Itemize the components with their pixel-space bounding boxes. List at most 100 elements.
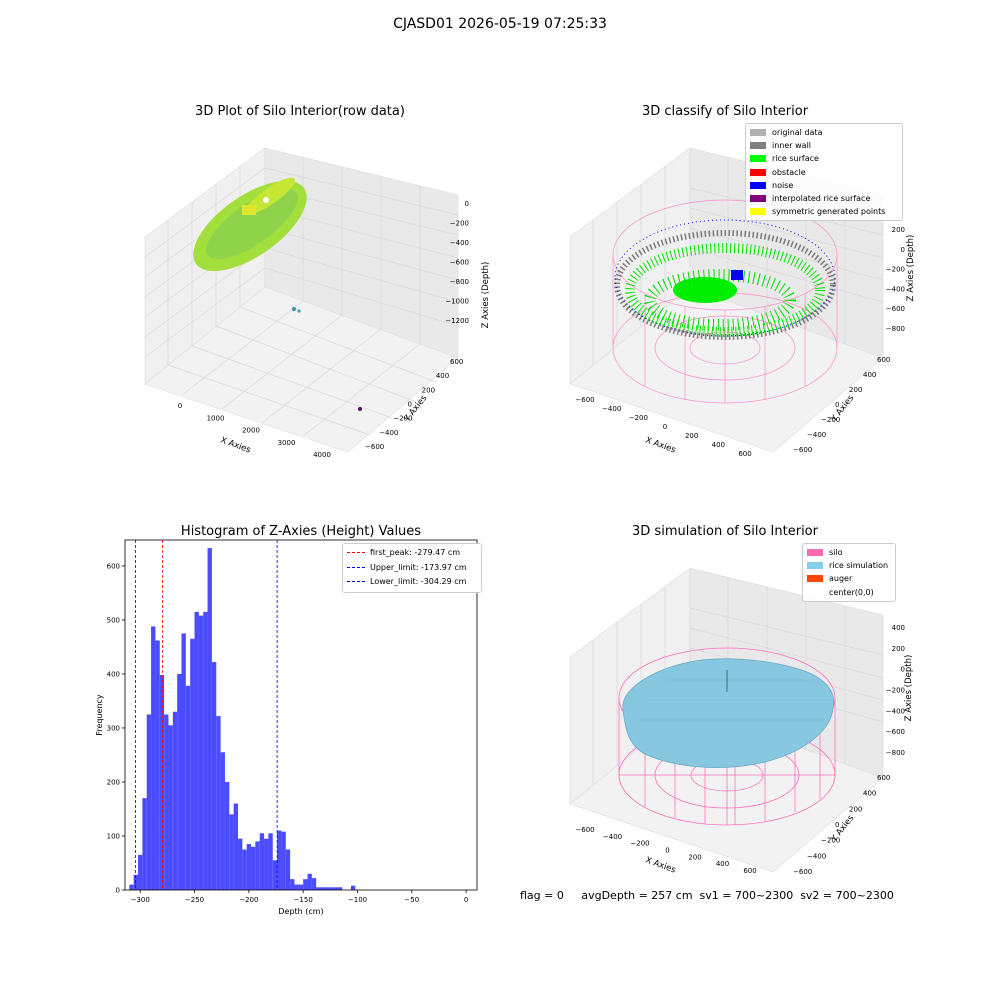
classify-z-tick: −400 — [886, 285, 905, 293]
classify-noise-ring — [614, 219, 836, 337]
classify-legend-label: noise — [772, 180, 794, 190]
histogram-legend-label: Lower_limit: -304.29 cm — [370, 577, 467, 586]
classify-noise-cluster — [731, 270, 743, 280]
raw-x-tick: 4000 — [313, 451, 331, 459]
raw-floor — [144, 286, 459, 453]
sim-y-tick: 200 — [849, 805, 862, 813]
panel-simulation-title: 3D simulation of Silo Interior — [632, 524, 818, 539]
classify-legend-item: noise — [750, 179, 898, 192]
sim-legend-item: auger — [807, 572, 891, 585]
sim-legend-item: center(0,0) — [807, 586, 891, 599]
classify-y-tick: 400 — [863, 371, 876, 379]
histogram-x-tick-label: −250 — [185, 896, 204, 904]
raw-yellow-cluster — [242, 205, 256, 215]
classify-legend-swatch — [750, 168, 766, 176]
histogram-bar — [164, 714, 169, 890]
histogram-svg: −300 −250 −200 −150 −100 −50 0 0 100 200 300 400 500… — [95, 539, 478, 916]
panel-histogram: Histogram of Z-Axies (Height) Values −30… — [90, 520, 490, 920]
histogram-legend-label: Upper_limit: -173.97 cm — [370, 562, 467, 572]
figure-suptitle: CJASD01 2026-05-19 07:25:33 — [393, 16, 607, 32]
sim-z-tick: −400 — [886, 707, 905, 715]
classify-legend-swatch — [750, 181, 766, 189]
histogram-x-tick-label: −50 — [404, 896, 419, 904]
sim-z-tick: −800 — [886, 749, 905, 757]
raw-purple-point — [358, 407, 362, 411]
histogram-bar — [272, 860, 278, 890]
classify-legend: original data inner wall rice surface obsta… — [745, 123, 903, 222]
classify-rice-fill — [644, 269, 796, 331]
sim-y-tick: 0 — [835, 821, 839, 829]
sim-x-tick: −400 — [603, 833, 622, 841]
classify-x-tick: −200 — [629, 414, 648, 422]
classify-legend-swatch — [750, 155, 766, 163]
histogram-bar — [350, 885, 356, 890]
histogram-bar — [329, 887, 334, 890]
histogram-bar — [142, 798, 147, 890]
histogram-bar — [290, 879, 295, 890]
raw-z-tick: −1000 — [445, 298, 469, 306]
panel-simulation: 3D simulation of Silo Interior — [545, 520, 925, 880]
histogram-bar — [203, 611, 208, 890]
raw-white-gap — [263, 197, 269, 203]
histogram-bar — [216, 716, 221, 890]
panel-classify: 3D classify of Silo Interior — [545, 100, 925, 480]
raw-z-tick: −1200 — [445, 317, 469, 325]
histogram-bar — [190, 638, 195, 890]
classify-legend-swatch — [750, 129, 766, 136]
classify-z-tick: −200 — [886, 266, 905, 274]
classify-y-tick: −200 — [821, 416, 840, 424]
raw-x-tick: 3000 — [278, 439, 296, 447]
sim-xlabel: X Axies — [644, 855, 677, 875]
histogram-bar — [151, 626, 156, 890]
raw-y-tick: −200 — [393, 415, 412, 423]
histogram-bar — [316, 887, 321, 890]
raw-teal-points-b — [297, 309, 301, 313]
histogram-bar — [251, 846, 256, 890]
histogram-bar — [303, 879, 308, 890]
sim-x-tick: 0 — [665, 847, 669, 855]
sim-y-tick: −200 — [821, 837, 840, 845]
sim-z-tick: −200 — [886, 687, 905, 695]
histogram-bar — [237, 838, 243, 890]
histogram-x-tick-label: 0 — [464, 896, 468, 904]
histogram-bar — [277, 830, 282, 890]
histogram-y-tick-label: 0 — [116, 887, 120, 895]
classify-legend-label: interpolated rice surface — [772, 194, 871, 204]
classify-xlabel: X Axies — [644, 435, 677, 455]
histogram-bar — [246, 844, 252, 890]
sim-z-tick: 0 — [901, 666, 905, 674]
raw-y-tick: 200 — [422, 386, 435, 394]
histogram-bar — [138, 854, 143, 890]
histogram-bar — [233, 803, 238, 890]
classify-x-tick: 400 — [712, 441, 725, 449]
sim-legend-label: center(0,0) — [829, 587, 874, 597]
classify-y-tick: −400 — [807, 431, 826, 439]
raw-z-tick: −800 — [450, 278, 469, 286]
histogram-bar — [285, 849, 291, 890]
histogram-bar — [207, 548, 212, 890]
sim-legend-label: rice simulation — [829, 561, 889, 571]
histogram-bar — [220, 752, 225, 890]
sim-y-tick: 600 — [877, 774, 890, 782]
classify-legend-item: obstacle — [750, 166, 898, 179]
classify-legend-swatch — [750, 208, 766, 216]
classify-legend-swatch — [750, 142, 766, 150]
classify-legend-label: inner wall — [772, 141, 812, 151]
histogram-bar — [224, 781, 230, 890]
histogram-bar — [146, 714, 152, 890]
simulation-legend: silo rice simulation auger center(0,0) — [802, 543, 896, 602]
histogram-legend-swatch — [347, 552, 365, 553]
classify-inner-wall — [614, 230, 836, 340]
histogram-x-tick-label: −150 — [294, 896, 313, 904]
sim-x-tick: 400 — [716, 860, 729, 868]
histogram-y-tick-label: 400 — [107, 670, 120, 678]
classify-legend-label: obstacle — [772, 167, 806, 177]
sim-legend-item: silo — [807, 546, 891, 559]
histogram-x-tick-label: −200 — [239, 896, 258, 904]
histogram-bar — [311, 878, 317, 890]
panel-raw: 3D Plot of Silo Interior(row data) — [120, 100, 500, 480]
classify-y-tick: 600 — [877, 356, 890, 364]
classify-y-tick: −600 — [793, 446, 812, 454]
